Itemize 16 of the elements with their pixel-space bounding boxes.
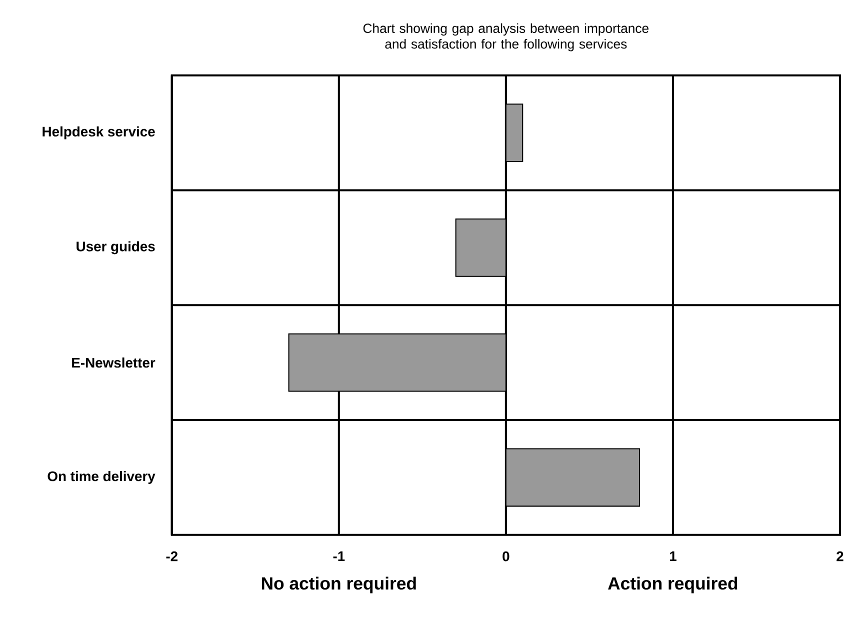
bar <box>455 218 506 277</box>
y-tick-label: Helpdesk service <box>42 126 155 140</box>
bar <box>505 448 640 507</box>
y-tick-label: On time delivery <box>48 471 156 484</box>
bar <box>288 333 506 392</box>
bar <box>505 104 524 162</box>
x-tick-label: 0 <box>502 551 510 562</box>
text: No action required <box>262 576 416 594</box>
text: Action required <box>608 576 738 594</box>
x-tick-label: -2 <box>166 551 178 562</box>
x-tick-label: 1 <box>670 551 676 562</box>
x-tick-label: -1 <box>333 551 345 562</box>
y-tick-label: User guides <box>76 241 155 254</box>
x-tick-label: 2 <box>836 551 844 562</box>
y-tick-label: E-Newsletter <box>72 358 156 368</box>
chart-title: Chart showing gap analysis between importance and satisfaction for the following services <box>363 23 648 52</box>
